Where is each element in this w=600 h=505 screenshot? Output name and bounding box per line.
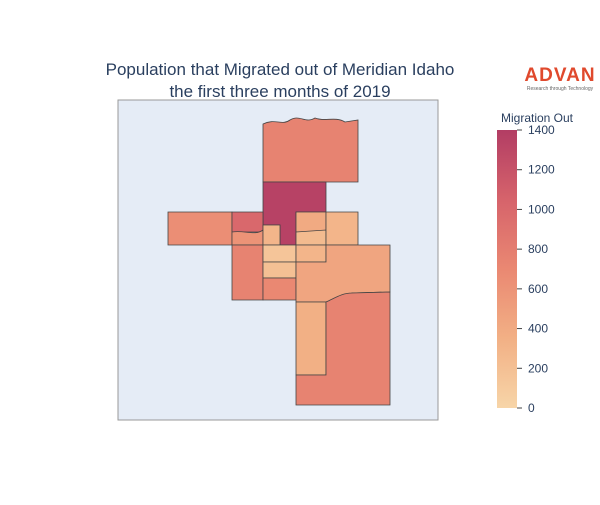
region: [262, 277, 297, 301]
region: [295, 244, 327, 263]
logo-name: ADVAN: [524, 65, 595, 86]
title-line: Population that Migrated out of Meridian…: [106, 60, 455, 79]
colorbar-tick-label: 1200: [528, 163, 555, 177]
region: [167, 211, 233, 246]
region: [231, 229, 264, 246]
region: [325, 211, 359, 246]
colorbar-tick-label: 0: [528, 401, 535, 415]
colorbar-tick-label: 600: [528, 282, 548, 296]
colorbar-tick-label: 1400: [528, 123, 555, 137]
region: [295, 229, 327, 246]
region: [262, 117, 359, 183]
region: [262, 244, 297, 263]
region: [295, 291, 391, 406]
region: [231, 211, 264, 233]
colorbar: [497, 130, 517, 408]
region: [262, 261, 297, 279]
region: [295, 301, 327, 376]
logo-tagline: Research through Technology: [527, 86, 594, 92]
region: [295, 211, 327, 233]
colorbar-tick-label: 200: [528, 361, 548, 375]
colorbar-tick-label: 800: [528, 242, 548, 256]
region: [262, 224, 281, 246]
colorbar-tick-label: 400: [528, 322, 548, 336]
colorbar-title: Migration Out: [501, 111, 574, 125]
title-line: the first three months of 2019: [169, 82, 390, 101]
colorbar-tick-label: 1000: [528, 202, 555, 216]
region: [231, 244, 264, 301]
